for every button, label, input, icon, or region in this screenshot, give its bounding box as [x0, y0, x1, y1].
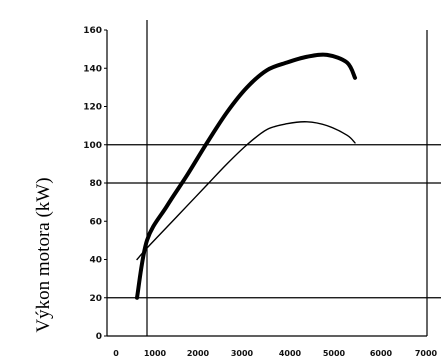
x-tick-label: 6000: [370, 349, 393, 358]
y-axis-label: Výkon motora (kW): [33, 177, 54, 332]
x-tick-label: 5000: [323, 349, 346, 358]
y-tick-label: 40: [89, 256, 102, 266]
x-tick-label: 1000: [144, 349, 167, 358]
y-tick-label: 120: [83, 103, 102, 113]
tick-labels: 0 20 40 60 80 100 120 140 160 0 1000 2000 3000 4000 50…: [83, 26, 437, 358]
x-tick-label: 3000: [231, 349, 254, 358]
y-tick-label: 80: [89, 179, 102, 189]
y-tick-label: 100: [83, 141, 102, 151]
series-line-bold: [135, 52, 357, 300]
y-tick-label: 20: [89, 294, 102, 304]
data-series: [135, 52, 357, 300]
y-tick-label: 160: [83, 26, 102, 36]
x-tick-label: 0: [113, 349, 119, 358]
x-tick-label: 7000: [415, 349, 438, 358]
y-tick-label: 60: [89, 217, 102, 227]
grid-lines: [107, 20, 441, 336]
x-tick-label: 4000: [279, 349, 302, 358]
series-line-thin: [136, 121, 356, 261]
y-tick-label: 140: [83, 64, 102, 74]
x-tick-label: 2000: [187, 349, 210, 358]
y-tick-label: 0: [96, 332, 102, 342]
